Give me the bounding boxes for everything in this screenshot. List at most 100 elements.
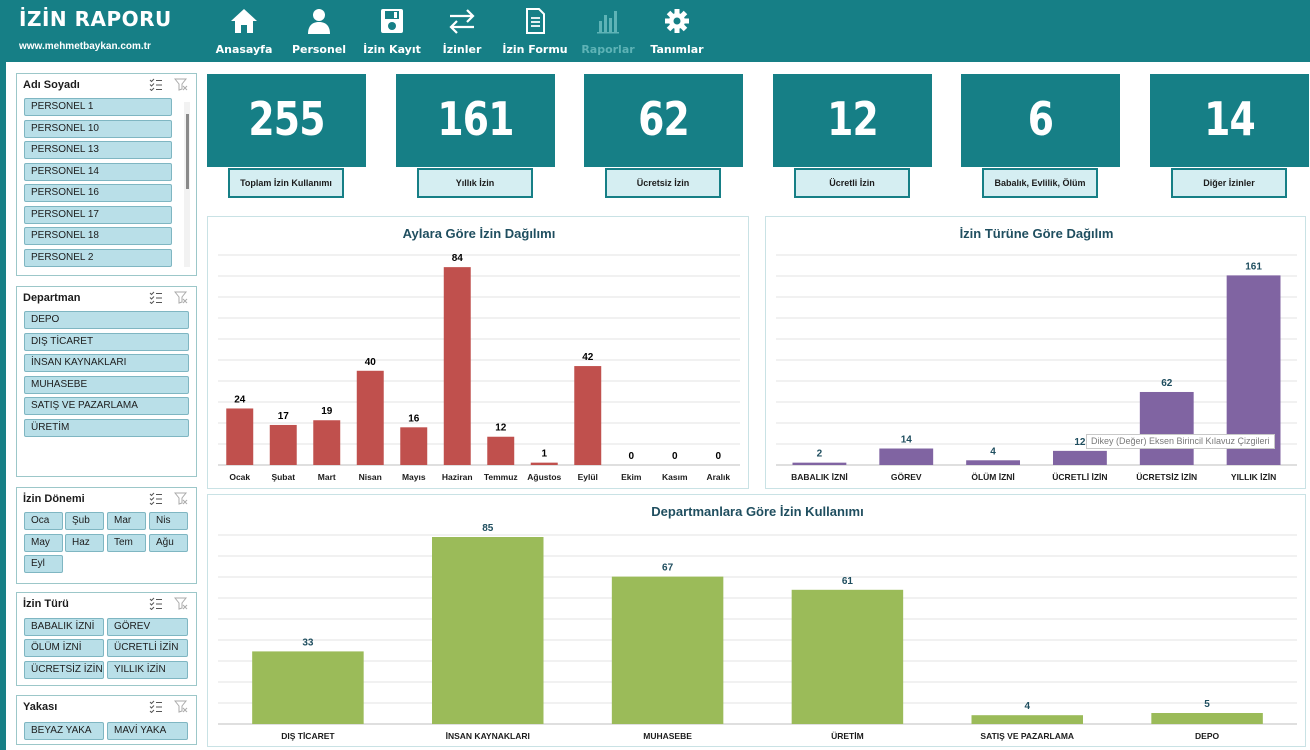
slicer-item[interactable]: May	[24, 534, 63, 552]
slicer-header: İzin Türü	[17, 593, 196, 614]
slicer-item[interactable]: YILLIK İZİN	[107, 661, 188, 679]
kpi-value: 255	[248, 92, 325, 146]
chart-title: Departmanlara Göre İzin Kullanımı	[651, 504, 863, 519]
swap-arrows-icon	[449, 9, 475, 34]
kpi-label: Diğer İzinler	[1171, 168, 1287, 198]
bar[interactable]	[1052, 450, 1107, 465]
clear-filter-icon[interactable]	[174, 700, 188, 713]
chart-department-panel[interactable]: Departmanlara Göre İzin Kullanımı 33 DIŞ T…	[207, 494, 1306, 747]
save-icon	[381, 9, 403, 33]
bar[interactable]	[611, 576, 724, 724]
category-label: GÖREV	[891, 472, 922, 482]
category-label: ÜCRETLİ İZİN	[1052, 472, 1107, 482]
chart-type-panel[interactable]: İzin Türüne Göre Dağılım 2 BABALIK İZNİ 14 G…	[765, 216, 1306, 489]
chart-monthly-panel[interactable]: Aylara Göre İzin Dağılımı 24 Ocak 17 Şubat 19…	[207, 216, 749, 489]
category-label: Aralık	[706, 472, 730, 482]
data-label: 42	[582, 352, 594, 363]
header-bar: İZİN RAPORU www.mehmetbaykan.com.tr Anas…	[0, 0, 1310, 62]
category-label: Şubat	[271, 472, 295, 482]
category-label: Ağustos	[527, 472, 561, 482]
bar[interactable]	[574, 366, 602, 465]
bar[interactable]	[226, 408, 254, 465]
slicer-item[interactable]: ÜCRETLİ İZİN	[107, 639, 188, 657]
bar[interactable]	[356, 370, 384, 465]
multi-select-icon[interactable]	[149, 78, 163, 91]
data-label: 17	[278, 411, 290, 422]
slicer-item[interactable]: İNSAN KAYNAKLARI	[24, 354, 189, 372]
multi-select-icon[interactable]	[149, 700, 163, 713]
data-label: 62	[1161, 378, 1173, 389]
slicer-item[interactable]: MAVİ YAKA	[107, 722, 188, 740]
slicer-item[interactable]: Şub	[65, 512, 104, 530]
category-label: Mayıs	[402, 472, 426, 482]
data-label: 24	[234, 394, 246, 405]
document-icon	[526, 8, 545, 34]
slicer-item[interactable]: PERSONEL 18	[24, 227, 172, 245]
slicer-scroll-thumb[interactable]	[186, 114, 189, 189]
data-label: 16	[408, 413, 420, 424]
slicer-item[interactable]: Tem	[107, 534, 146, 552]
bar[interactable]	[443, 267, 471, 465]
clear-filter-icon[interactable]	[174, 291, 188, 304]
slicer-item[interactable]: ÜCRETSİZ İZİN	[24, 661, 104, 679]
data-label: 19	[321, 406, 333, 417]
bar[interactable]	[966, 460, 1021, 465]
clear-filter-icon[interactable]	[174, 492, 188, 505]
category-label: Nisan	[359, 472, 382, 482]
slicer-item[interactable]: ÖLÜM İZNİ	[24, 639, 104, 657]
clear-filter-icon[interactable]	[174, 78, 188, 91]
category-label: İNSAN KAYNAKLARI	[446, 731, 530, 741]
clear-filter-icon[interactable]	[174, 597, 188, 610]
slicer-item[interactable]: PERSONEL 13	[24, 141, 172, 159]
slicer-item[interactable]: Oca	[24, 512, 63, 530]
data-label: 40	[365, 357, 377, 368]
data-label: 85	[482, 523, 494, 534]
slicer-item[interactable]: PERSONEL 17	[24, 206, 172, 224]
data-label: 161	[1245, 261, 1262, 272]
bar[interactable]	[252, 651, 364, 724]
bar[interactable]	[1151, 713, 1263, 724]
kpi-value: 14	[1204, 92, 1256, 146]
bar[interactable]	[432, 537, 544, 724]
bar[interactable]	[400, 427, 428, 465]
bar[interactable]	[1226, 275, 1281, 465]
kpi-card-ucretli: 12	[773, 74, 932, 167]
slicer-item[interactable]: Ağu	[149, 534, 188, 552]
slicer-item[interactable]: PERSONEL 1	[24, 98, 172, 116]
slicer-item[interactable]: BABALIK İZNİ	[24, 618, 104, 636]
slicer-item[interactable]: GÖREV	[107, 618, 188, 636]
slicer-item[interactable]: PERSONEL 2	[24, 249, 172, 267]
bar[interactable]	[792, 462, 847, 465]
slicer-item[interactable]: PERSONEL 14	[24, 163, 172, 181]
bar[interactable]	[530, 462, 558, 465]
slicer-item[interactable]: PERSONEL 10	[24, 120, 172, 138]
bar[interactable]	[1139, 391, 1194, 465]
slicer-item[interactable]: Mar	[107, 512, 146, 530]
slicer-item[interactable]: DEPO	[24, 311, 189, 329]
slicer-item[interactable]: ÜRETİM	[24, 419, 189, 437]
bar[interactable]	[971, 715, 1083, 724]
data-label: 4	[1024, 701, 1030, 712]
slicer-item[interactable]: Nis	[149, 512, 188, 530]
slicer-item[interactable]: PERSONEL 16	[24, 184, 172, 202]
kpi-label: Ücretli İzin	[794, 168, 910, 198]
bar[interactable]	[313, 420, 341, 465]
slicer-item[interactable]: SATIŞ VE PAZARLAMA	[24, 397, 189, 415]
bar[interactable]	[487, 436, 515, 465]
slicer-item[interactable]: Haz	[65, 534, 104, 552]
slicer-header: Yakası	[17, 696, 196, 717]
slicer-item[interactable]: DIŞ TİCARET	[24, 333, 189, 351]
slicer-item[interactable]: BEYAZ YAKA	[24, 722, 104, 740]
bar[interactable]	[269, 424, 297, 465]
multi-select-icon[interactable]	[149, 492, 163, 505]
slicer-item[interactable]: MUHASEBE	[24, 376, 189, 394]
chart-type: İzin Türüne Göre Dağılım 2 BABALIK İZNİ 14 G…	[776, 226, 1297, 482]
slicer-item[interactable]: Eyl	[24, 555, 63, 573]
bar[interactable]	[879, 448, 934, 465]
slicer-izin-turu: İzin Türü BABALIK İZNİ GÖREV ÖLÜM İZNİ Ü…	[16, 592, 197, 686]
kpi-value: 6	[1027, 92, 1054, 146]
bar[interactable]	[791, 589, 904, 724]
slicer-title: Adı Soyadı	[23, 79, 80, 91]
multi-select-icon[interactable]	[149, 597, 163, 610]
multi-select-icon[interactable]	[149, 291, 163, 304]
